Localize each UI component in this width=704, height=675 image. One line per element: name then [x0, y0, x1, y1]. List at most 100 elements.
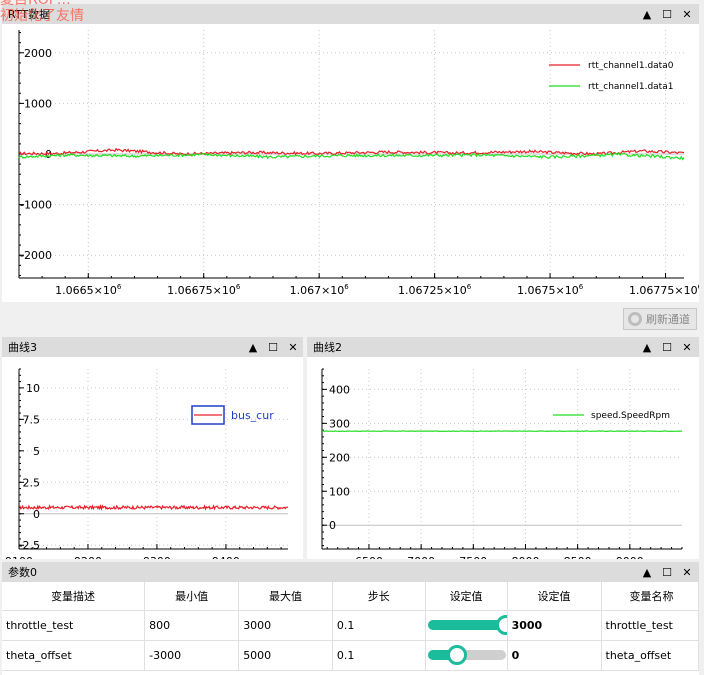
- x-tick-label: 9200: [74, 555, 102, 559]
- series-line: [18, 152, 685, 161]
- curve3-panel-title: 曲线3: [8, 341, 37, 354]
- curve2-chart[interactable]: 0 100 200 300 400 6500 7000 7500 8000 8500 9000 spe…: [307, 357, 699, 568]
- y-tick-label: 300: [329, 417, 350, 430]
- refresh-icon: [628, 312, 642, 326]
- y-tick-label: 2.5: [23, 476, 41, 489]
- curve2-panel: 曲线2 ▲ ☐ ✕ 0 100 200 300 400 6500 7000 7500 8000 8…: [307, 337, 699, 568]
- maximize-icon[interactable]: ☐: [662, 565, 672, 579]
- max-cell[interactable]: 5000: [238, 640, 333, 671]
- slider-handle[interactable]: [495, 615, 507, 635]
- y-tick-label: 200: [329, 451, 350, 464]
- rtt-panel-title: RTT数据: [8, 8, 51, 21]
- series-line: [18, 147, 685, 157]
- x-tick-label: 9400: [212, 555, 240, 559]
- x-tick-label: 9300: [143, 555, 171, 559]
- desc-cell[interactable]: theta_offset: [2, 640, 146, 671]
- x-tick-label: 1.067×106: [290, 283, 350, 297]
- y-tick-label: 0: [329, 519, 336, 532]
- params-panel-title: 参数0: [8, 566, 37, 579]
- slider-cell: [425, 610, 508, 641]
- slider-fill: [427, 650, 457, 660]
- y-tick-label: 100: [329, 485, 350, 498]
- y-tick-label: 400: [329, 383, 350, 396]
- x-tick-label: 9000: [616, 555, 644, 559]
- curve2-panel-title: 曲线2: [313, 341, 342, 354]
- x-tick-label: 1.06675×106: [167, 283, 241, 297]
- y-tick-label: 10: [26, 382, 40, 395]
- curve2-panel-titlebar: 曲线2 ▲ ☐ ✕: [307, 337, 699, 357]
- table-row: theta_offset -3000 5000 0.1 0 theta_offs…: [2, 640, 699, 671]
- table-header-row: 变量描述 最小值 最大值 步长 设定值 设定值 变量名称: [2, 582, 699, 611]
- refresh-channel-button[interactable]: 刷新通道: [623, 308, 697, 330]
- x-tick-label: 7500: [459, 555, 487, 559]
- legend-label: speed.SpeedRpm: [591, 411, 670, 421]
- value-slider[interactable]: [427, 615, 507, 635]
- y-tick-label: -2000: [20, 249, 52, 262]
- params-panel: 参数0 ▲ ☐ ✕ 变量描述 最小值 最大值 步长 设定值 设定值 变量名称 t…: [2, 562, 699, 675]
- series-line: [18, 503, 289, 511]
- x-tick-label: 6500: [355, 555, 383, 559]
- y-tick-label: -1000: [20, 199, 52, 212]
- series-line: [321, 430, 683, 433]
- legend-label: rtt_channel1.data1: [588, 82, 673, 92]
- x-tick-label: 1.0665×106: [55, 283, 122, 297]
- slider-fill: [427, 620, 506, 630]
- min-cell[interactable]: 800: [144, 610, 240, 641]
- x-tick-label: 9100: [5, 555, 33, 559]
- column-header[interactable]: 步长: [332, 582, 426, 611]
- x-tick-label: 1.06725×106: [398, 283, 472, 297]
- maximize-icon[interactable]: ☐: [662, 340, 672, 354]
- float-icon[interactable]: ▲: [642, 340, 652, 354]
- column-header[interactable]: 设定值: [425, 582, 508, 611]
- y-tick-label: 2000: [24, 47, 52, 60]
- y-tick-label: 5: [33, 445, 40, 458]
- value-cell[interactable]: 0: [507, 640, 602, 671]
- x-tick-label: 8000: [511, 555, 539, 559]
- column-header[interactable]: 变量描述: [2, 582, 146, 611]
- table-row: throttle_test 800 3000 0.1 3000 throttle…: [2, 610, 699, 641]
- step-cell[interactable]: 0.1: [332, 640, 426, 671]
- x-tick-label: 1.06775×106: [629, 283, 699, 297]
- rtt-panel-titlebar: RTT数据 ▲ ☐ ✕: [2, 4, 699, 24]
- maximize-icon[interactable]: ☐: [268, 340, 278, 354]
- refresh-channel-label: 刷新通道: [646, 313, 690, 326]
- params-panel-titlebar: 参数0 ▲ ☐ ✕: [2, 562, 699, 582]
- column-header[interactable]: 变量名称: [601, 582, 699, 611]
- value-slider[interactable]: [427, 645, 506, 665]
- float-icon[interactable]: ▲: [248, 340, 258, 354]
- close-icon[interactable]: ✕: [682, 565, 692, 579]
- column-header[interactable]: 设定值: [507, 582, 602, 611]
- rtt-panel: RTT数据 ▲ ☐ ✕ -2000 -1000 0 1000 2000 1.0665×10…: [2, 4, 703, 302]
- desc-cell[interactable]: throttle_test: [2, 610, 146, 641]
- y-tick-label: -2.5: [19, 539, 40, 552]
- slider-cell: [425, 640, 508, 671]
- maximize-icon[interactable]: ☐: [662, 7, 672, 21]
- close-icon[interactable]: ✕: [682, 340, 692, 354]
- column-header[interactable]: 最小值: [144, 582, 240, 611]
- step-cell[interactable]: 0.1: [332, 610, 426, 641]
- curve3-panel-titlebar: 曲线3 ▲ ☐ ✕: [2, 337, 303, 357]
- y-tick-label: 1000: [24, 97, 52, 110]
- float-icon[interactable]: ▲: [642, 565, 652, 579]
- curve3-panel: 曲线3 ▲ ☐ ✕ -2.5 0 2.5 5 7.5 10 9100 9200 9300 9400…: [2, 337, 303, 568]
- max-cell[interactable]: 3000: [238, 610, 333, 641]
- value-cell[interactable]: 3000: [507, 610, 602, 641]
- y-tick-label: 0: [33, 508, 40, 521]
- x-tick-label: 1.0675×106: [517, 283, 584, 297]
- name-cell: theta_offset: [601, 640, 699, 671]
- float-icon[interactable]: ▲: [642, 7, 652, 21]
- params-table: 变量描述 最小值 最大值 步长 设定值 设定值 变量名称 throttle_te…: [2, 582, 699, 671]
- close-icon[interactable]: ✕: [682, 7, 692, 21]
- legend-label: bus_cur: [231, 409, 274, 422]
- y-tick-label: 7.5: [23, 413, 41, 426]
- slider-handle[interactable]: [446, 645, 467, 665]
- x-tick-label: 8500: [564, 555, 592, 559]
- column-header[interactable]: 最大值: [238, 582, 333, 611]
- legend-label: rtt_channel1.data0: [588, 61, 674, 71]
- name-cell: throttle_test: [601, 610, 699, 641]
- curve3-chart[interactable]: -2.5 0 2.5 5 7.5 10 9100 9200 9300 9400 bus_cur: [2, 357, 303, 568]
- min-cell[interactable]: -3000: [144, 640, 240, 671]
- x-tick-label: 7000: [407, 555, 435, 559]
- close-icon[interactable]: ✕: [288, 340, 298, 354]
